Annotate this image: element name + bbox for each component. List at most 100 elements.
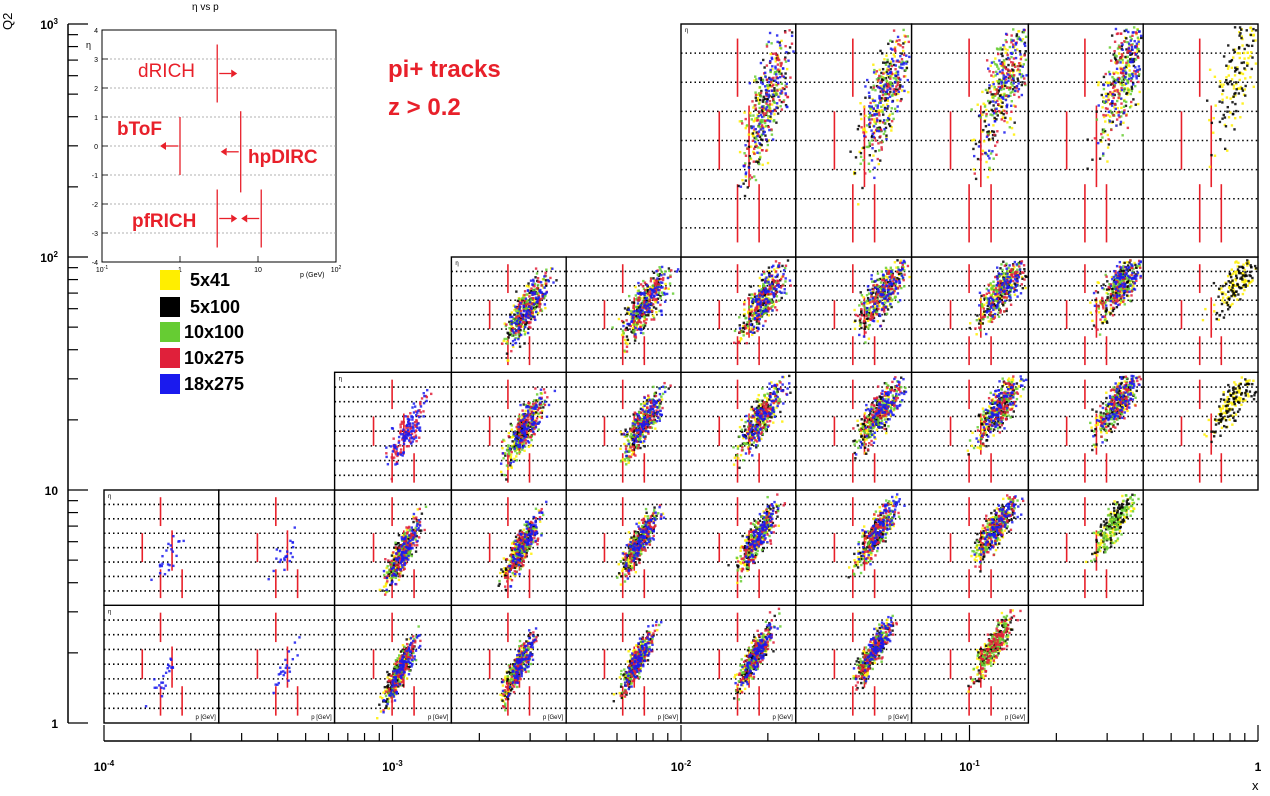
cell-point <box>760 548 764 552</box>
cell-point <box>761 636 765 639</box>
cell-point <box>397 556 401 560</box>
cell-point <box>289 539 292 543</box>
cell-point <box>758 635 761 639</box>
cell-point <box>622 674 625 677</box>
cell-point <box>636 534 639 537</box>
cell-point <box>635 650 638 654</box>
cell-point <box>413 531 417 535</box>
cell-point <box>394 576 398 580</box>
cell-point <box>533 638 537 641</box>
cell-point <box>387 559 390 562</box>
cell-point <box>629 545 633 549</box>
cell-point <box>620 696 624 700</box>
cell-point <box>506 695 510 698</box>
cell-point <box>751 677 754 680</box>
cell-point <box>420 529 423 532</box>
cell-point <box>400 563 404 567</box>
cell-point <box>741 684 744 687</box>
cell-point <box>627 531 631 534</box>
cell-point <box>511 681 515 684</box>
cell-point <box>515 673 519 677</box>
cell-point <box>169 544 172 547</box>
cell-point <box>984 670 987 673</box>
cell-point <box>412 531 415 534</box>
cell-point <box>1003 639 1006 642</box>
cell-point <box>276 683 279 686</box>
cell-point <box>182 539 185 543</box>
cell-point <box>637 558 641 561</box>
cell-point <box>627 546 631 550</box>
cell-point <box>756 664 759 667</box>
cell-point <box>402 663 405 666</box>
cell-point <box>525 553 528 557</box>
cell-point <box>405 549 408 553</box>
cell-point <box>407 526 410 530</box>
cell-point <box>762 521 766 524</box>
cell-point <box>768 638 772 642</box>
cell-point <box>515 670 518 674</box>
cell-point <box>640 542 644 546</box>
cell-point <box>409 641 413 645</box>
cell-point <box>401 558 404 561</box>
cell-point <box>1009 609 1012 612</box>
cell-point <box>633 675 637 679</box>
cell-point <box>764 520 767 524</box>
cell-point <box>859 667 863 671</box>
cell-point <box>401 657 404 660</box>
cell-point <box>635 522 638 526</box>
cell-point <box>643 520 647 523</box>
cell-point <box>652 529 656 532</box>
cell-point <box>395 672 398 675</box>
cell-point <box>871 648 874 651</box>
cell-point <box>1000 620 1004 623</box>
cell-point <box>655 623 658 627</box>
cell-point <box>625 554 629 557</box>
cell-point <box>526 640 529 643</box>
cell-point <box>381 589 384 592</box>
cell-point <box>415 636 419 639</box>
cell-point <box>381 697 384 700</box>
cell-point <box>405 543 409 546</box>
cell-point <box>524 654 527 657</box>
cell-point <box>510 687 514 690</box>
cell-point <box>410 554 414 558</box>
cell-point <box>509 553 513 556</box>
cell-point <box>768 527 772 531</box>
cell-point <box>407 657 410 661</box>
cell-point <box>535 639 538 643</box>
cell-point <box>406 537 410 541</box>
cell-point <box>511 679 515 682</box>
cell-point <box>410 553 414 556</box>
cell-point <box>630 675 634 678</box>
cell-point <box>633 672 637 676</box>
cell-point <box>400 660 404 664</box>
cell-point <box>750 659 753 662</box>
cell-point <box>1000 648 1004 651</box>
cell-point <box>277 681 280 685</box>
cell-point <box>891 622 895 625</box>
cell-point <box>509 668 512 671</box>
cell-point <box>859 657 862 661</box>
cell-point <box>747 535 750 539</box>
cell-xlabel: p [GeV] <box>1005 715 1026 721</box>
cell-point <box>629 677 633 681</box>
cell-point <box>531 541 535 544</box>
cell-point <box>880 638 883 641</box>
cell-point <box>766 533 769 536</box>
cell-point <box>765 636 768 639</box>
cell-point <box>505 576 508 579</box>
cell-xlabel: p [GeV] <box>888 715 909 721</box>
cell-point <box>510 542 514 545</box>
cell-point <box>766 518 770 521</box>
cell-point <box>861 535 864 538</box>
cell-point <box>646 631 650 635</box>
cell-point <box>388 679 391 682</box>
cell-point <box>637 656 641 660</box>
cell-point <box>641 534 644 538</box>
cell-point <box>969 676 973 679</box>
cell-point <box>502 693 505 696</box>
cell-point <box>751 546 754 549</box>
cell-point <box>501 694 504 697</box>
cell-point <box>992 637 995 641</box>
cell-point <box>400 663 403 667</box>
